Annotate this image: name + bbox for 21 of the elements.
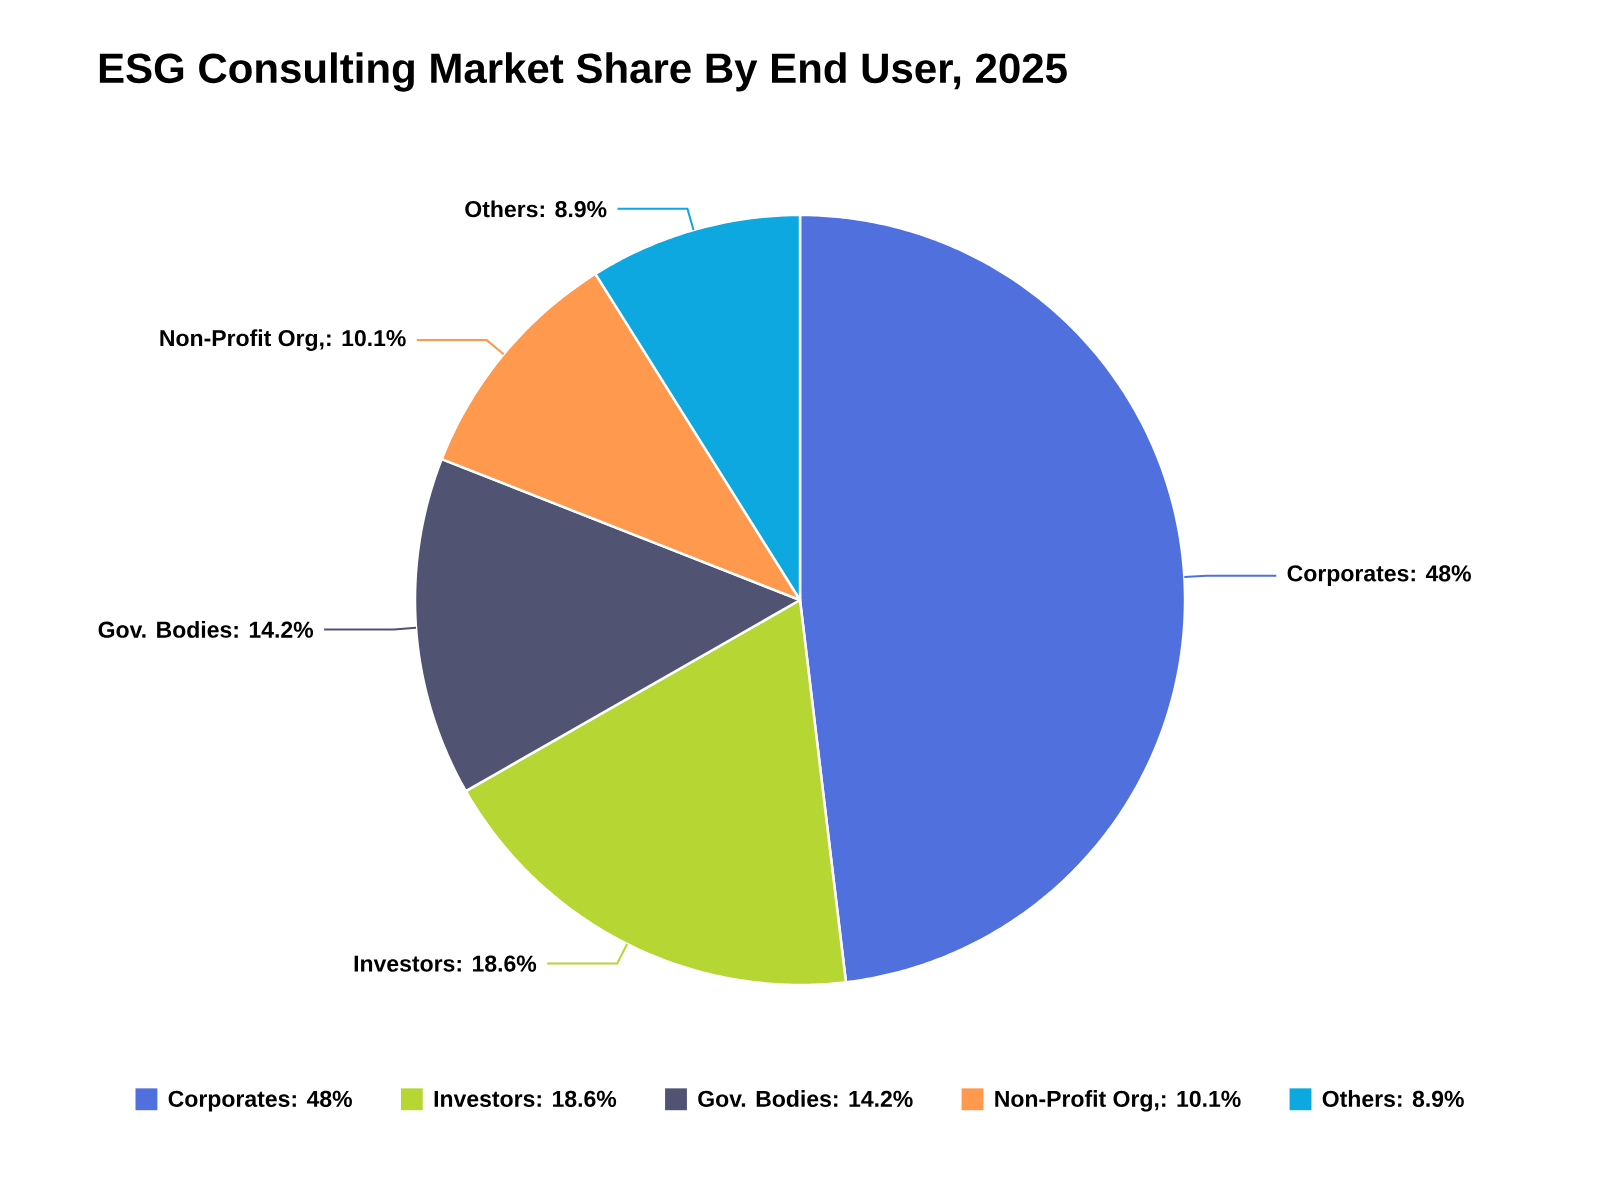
legend-label: Non-Profit Org bbox=[995, 1090, 1152, 1112]
slice-label: Investors bbox=[354, 955, 455, 972]
text: : 18.6% bbox=[537, 1090, 617, 1107]
data-label: : 18.6% bbox=[457, 955, 537, 972]
text: : 48% bbox=[292, 1090, 352, 1107]
data-label: : 14.2% bbox=[234, 621, 314, 638]
text: : 8.9% bbox=[1398, 1090, 1464, 1107]
data-label: ,: 10.1% bbox=[320, 329, 406, 350]
slice-label: Corporates bbox=[1287, 565, 1409, 587]
slice-label: Gov. Bodies bbox=[98, 621, 232, 638]
slice-label: Others bbox=[465, 200, 538, 218]
legend-label: Gov. Bodies bbox=[698, 1090, 831, 1107]
legend-label: Investors bbox=[434, 1090, 535, 1107]
data-label: : 48% bbox=[1411, 565, 1471, 582]
text: : 14.2% bbox=[834, 1090, 913, 1107]
slice-label: Non-Profit Org bbox=[160, 329, 318, 351]
data-label: : 8.9% bbox=[540, 201, 607, 218]
text: ,: 10.1% bbox=[1155, 1090, 1241, 1111]
chart-title: ESG Consulting Market Share By End User, 2025 bbox=[99, 52, 1067, 92]
legend-label: Others bbox=[1322, 1090, 1395, 1107]
legend-label: Corporates bbox=[168, 1090, 290, 1112]
